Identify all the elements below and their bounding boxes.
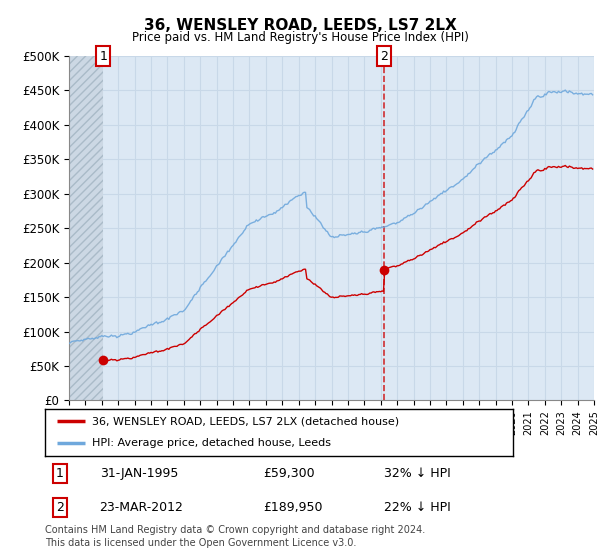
- Text: £189,950: £189,950: [263, 501, 323, 514]
- Bar: [69, 56, 103, 400]
- Text: 1: 1: [56, 467, 64, 480]
- Text: 32% ↓ HPI: 32% ↓ HPI: [383, 467, 450, 480]
- Bar: [69, 56, 103, 400]
- Text: 31-JAN-1995: 31-JAN-1995: [100, 467, 178, 480]
- Text: 2: 2: [380, 49, 388, 63]
- Text: Contains HM Land Registry data © Crown copyright and database right 2024.
This d: Contains HM Land Registry data © Crown c…: [45, 525, 425, 548]
- Text: 2: 2: [56, 501, 64, 514]
- Text: 36, WENSLEY ROAD, LEEDS, LS7 2LX: 36, WENSLEY ROAD, LEEDS, LS7 2LX: [143, 18, 457, 34]
- Text: 1: 1: [99, 49, 107, 63]
- Text: 23-MAR-2012: 23-MAR-2012: [100, 501, 184, 514]
- Text: Price paid vs. HM Land Registry's House Price Index (HPI): Price paid vs. HM Land Registry's House …: [131, 31, 469, 44]
- Text: 22% ↓ HPI: 22% ↓ HPI: [383, 501, 450, 514]
- Text: 36, WENSLEY ROAD, LEEDS, LS7 2LX (detached house): 36, WENSLEY ROAD, LEEDS, LS7 2LX (detach…: [92, 416, 399, 426]
- Text: £59,300: £59,300: [263, 467, 315, 480]
- Text: HPI: Average price, detached house, Leeds: HPI: Average price, detached house, Leed…: [92, 438, 331, 448]
